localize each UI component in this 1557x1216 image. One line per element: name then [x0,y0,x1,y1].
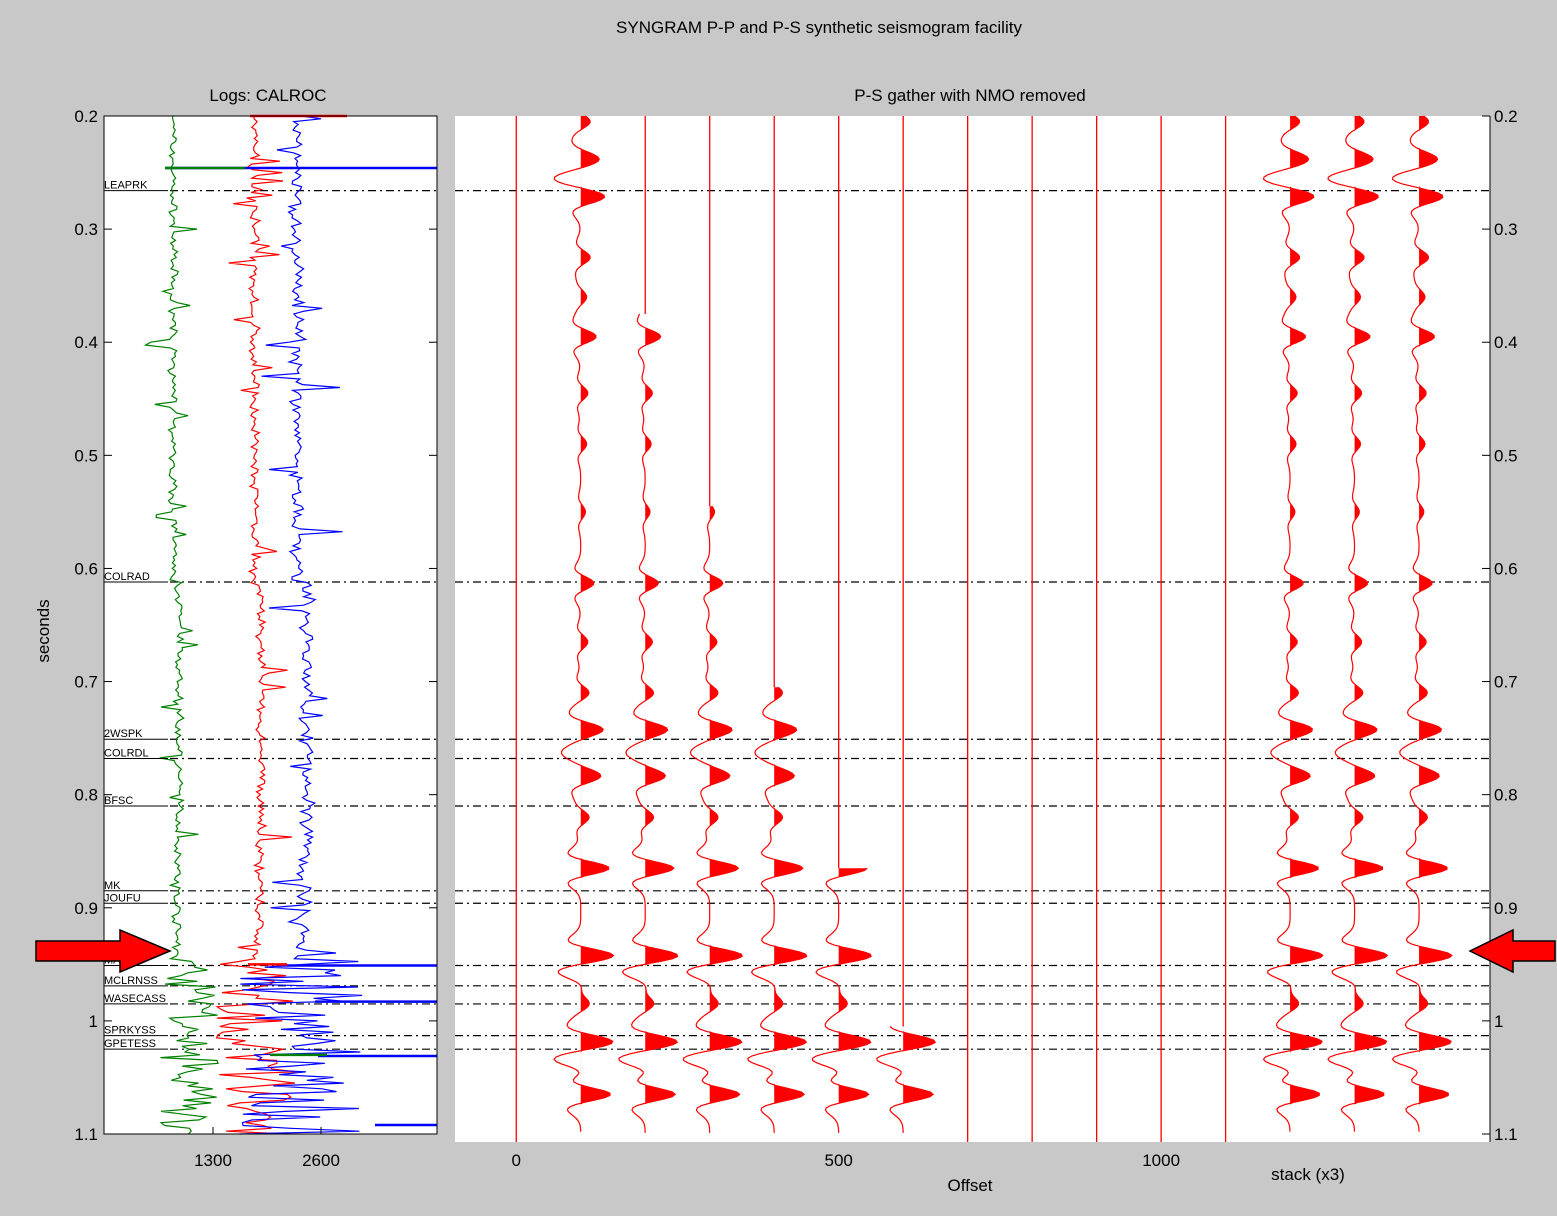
x-tick-label: 1300 [194,1151,232,1170]
trace-fill [774,687,807,1134]
trace-fill [838,868,872,1134]
y-tick-label: 1.1 [74,1125,98,1144]
y-tick-label: 0.3 [1494,220,1518,239]
y-tick-label: 1.1 [1494,1125,1518,1144]
stack-trace [1327,115,1389,1134]
y-tick-label: 0.3 [74,220,98,239]
stack-traces [1262,115,1453,1134]
gather-title: P-S gather with NMO removed [854,86,1085,105]
horizon-label: WASECASS [104,993,166,1005]
trace-wiggle [1327,115,1389,1132]
y-tick-label: 0.7 [74,673,98,692]
trace-wiggle [553,115,615,1132]
y-tick-label: 1 [89,1012,98,1031]
y-tick-label: 0.9 [1494,899,1518,918]
logs-panel: Logs: CALROC LEAPRK COLRAD 2WSPK COLRDL BFSC… [34,86,438,1170]
y-tick-label: 0.9 [74,899,98,918]
horizon-labels: LEAPRKCOLRAD2WSPKCOLRDLBFSCMKJOUFUMANSMC… [104,180,168,1050]
y-tick-label: 1 [1494,1012,1503,1031]
horizon-label: COLRAD [104,571,150,583]
y-tick-label: 0.7 [1494,673,1518,692]
stack-label: stack (x3) [1271,1165,1345,1184]
trace-wiggle [876,1026,937,1133]
gather-trace [553,115,615,1134]
y-tick-label: 0.2 [74,107,98,126]
right-arrow-icon [1468,928,1556,974]
horizon-label: JOUFU [104,892,141,904]
logs-y-ticks: 0.2 0.3 0.4 0.5 0.6 0.7 0.8 0.9 1 1.1 [74,107,437,1144]
gather-panel: P-S gather with NMO removed 0 500 1000 0.2… [455,86,1518,1195]
horizon-label: 2WSPK [104,728,143,740]
trace-wiggle [811,867,872,1133]
y-tick-label: 0.6 [74,559,98,578]
gather-trace [618,116,679,1134]
horizon-label: MCLRNSS [104,975,158,987]
y-tick-label: 0.8 [1494,786,1518,805]
gather-x-ticks: 0 500 1000 [512,1151,1181,1170]
y-tick-label: 0.2 [1494,107,1518,126]
gather-trace [811,116,872,1134]
horizon-label: BFSC [104,795,133,807]
y-tick-label: 0.8 [74,786,98,805]
y-axis-label: seconds [34,599,53,662]
stack-trace [1391,115,1453,1134]
trace-wiggle [618,313,679,1133]
left-arrow-icon [35,928,172,974]
logs-title: Logs: CALROC [209,86,326,105]
y-tick-label: 0.4 [74,333,98,352]
logs-x-ticks: 1300 2600 [194,1127,340,1170]
stack-trace [1262,115,1324,1134]
gather-trace [876,116,937,1134]
x-tick-label: 2600 [302,1151,340,1170]
x-tick-label: 1000 [1142,1151,1180,1170]
horizon-label: SPRKYSS [104,1025,156,1037]
figure-title: SYNGRAM P-P and P-S synthetic seismogram… [616,18,1022,37]
x-tick-label: 500 [825,1151,853,1170]
trace-fill [903,1026,936,1134]
gather-horizon-lines [455,190,1490,1050]
horizon-label: MK [104,880,121,892]
trace-wiggle [747,686,808,1133]
gather-trace [747,116,808,1134]
gather-plot-area [455,116,1490,1142]
gather-y-ticks-right: 0.2 0.3 0.4 0.5 0.6 0.7 0.8 0.9 1 1.1 [1482,107,1518,1144]
y-tick-label: 0.5 [74,446,98,465]
gather-traces [515,115,1227,1142]
trace-fill [645,313,678,1134]
y-tick-label: 0.6 [1494,559,1518,578]
log-curve [215,115,297,1135]
logs-axes-box [103,115,438,1135]
horizon-label: GPETESS [104,1038,156,1050]
log-curve [143,115,219,1135]
horizon-label: COLRDL [104,747,149,759]
offset-axis-label: Offset [947,1176,992,1195]
trace-wiggle [1391,115,1453,1132]
y-tick-label: 0.5 [1494,446,1518,465]
x-tick-label: 0 [512,1151,521,1170]
trace-wiggle [1262,115,1324,1132]
horizon-label: LEAPRK [104,180,148,192]
trace-wiggle [682,505,743,1133]
gather-trace [682,116,743,1134]
y-tick-label: 0.4 [1494,333,1518,352]
